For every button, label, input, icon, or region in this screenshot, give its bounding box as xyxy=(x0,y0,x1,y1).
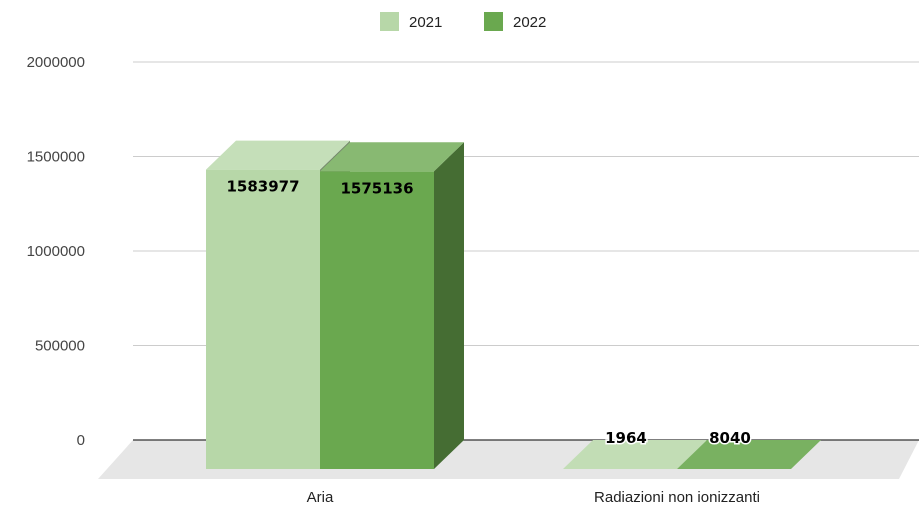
bar-front xyxy=(320,171,434,469)
bar-side xyxy=(434,142,464,469)
x-axis-categories: Aria Radiazioni non ionizzanti xyxy=(307,489,760,506)
bar-2021-radiazioni-non-ionizzanti xyxy=(563,440,707,469)
legend: 2021 2022 xyxy=(380,12,546,31)
bar-2022-aria xyxy=(320,142,464,469)
y-tick-label: 1000000 xyxy=(27,243,85,260)
y-tick-label: 0 xyxy=(77,432,85,449)
bar-top xyxy=(320,142,464,172)
legend-swatch xyxy=(484,12,503,31)
bar-2022-radiazioni-non-ionizzanti xyxy=(677,440,821,469)
data-label-halo: 1964 xyxy=(605,429,647,447)
x-tick-label: Aria xyxy=(307,489,334,506)
bar-top xyxy=(563,440,707,469)
legend-label: 2021 xyxy=(409,14,442,31)
bar-2021-aria xyxy=(206,140,350,469)
data-label: 8040 xyxy=(709,429,751,447)
x-tick-label: Radiazioni non ionizzanti xyxy=(594,489,760,506)
y-axis-ticks: 0 500000 1000000 1500000 2000000 xyxy=(27,54,85,449)
y-tick-label: 2000000 xyxy=(27,54,85,71)
y-tick-label: 500000 xyxy=(35,338,85,355)
bar-top xyxy=(677,440,821,469)
legend-label: 2022 xyxy=(513,14,546,31)
data-label-halo: 8040 xyxy=(709,429,751,447)
bar-front xyxy=(206,169,320,469)
y-tick-label: 1500000 xyxy=(27,149,85,166)
data-label: 1575136 xyxy=(340,179,413,197)
legend-swatch xyxy=(380,12,399,31)
legend-item-2021: 2021 xyxy=(380,12,442,31)
bar-top xyxy=(206,140,350,170)
data-label: 1583977 xyxy=(226,178,299,196)
bars xyxy=(206,140,821,469)
data-label: 1964 xyxy=(605,429,647,447)
legend-item-2022: 2022 xyxy=(484,12,546,31)
